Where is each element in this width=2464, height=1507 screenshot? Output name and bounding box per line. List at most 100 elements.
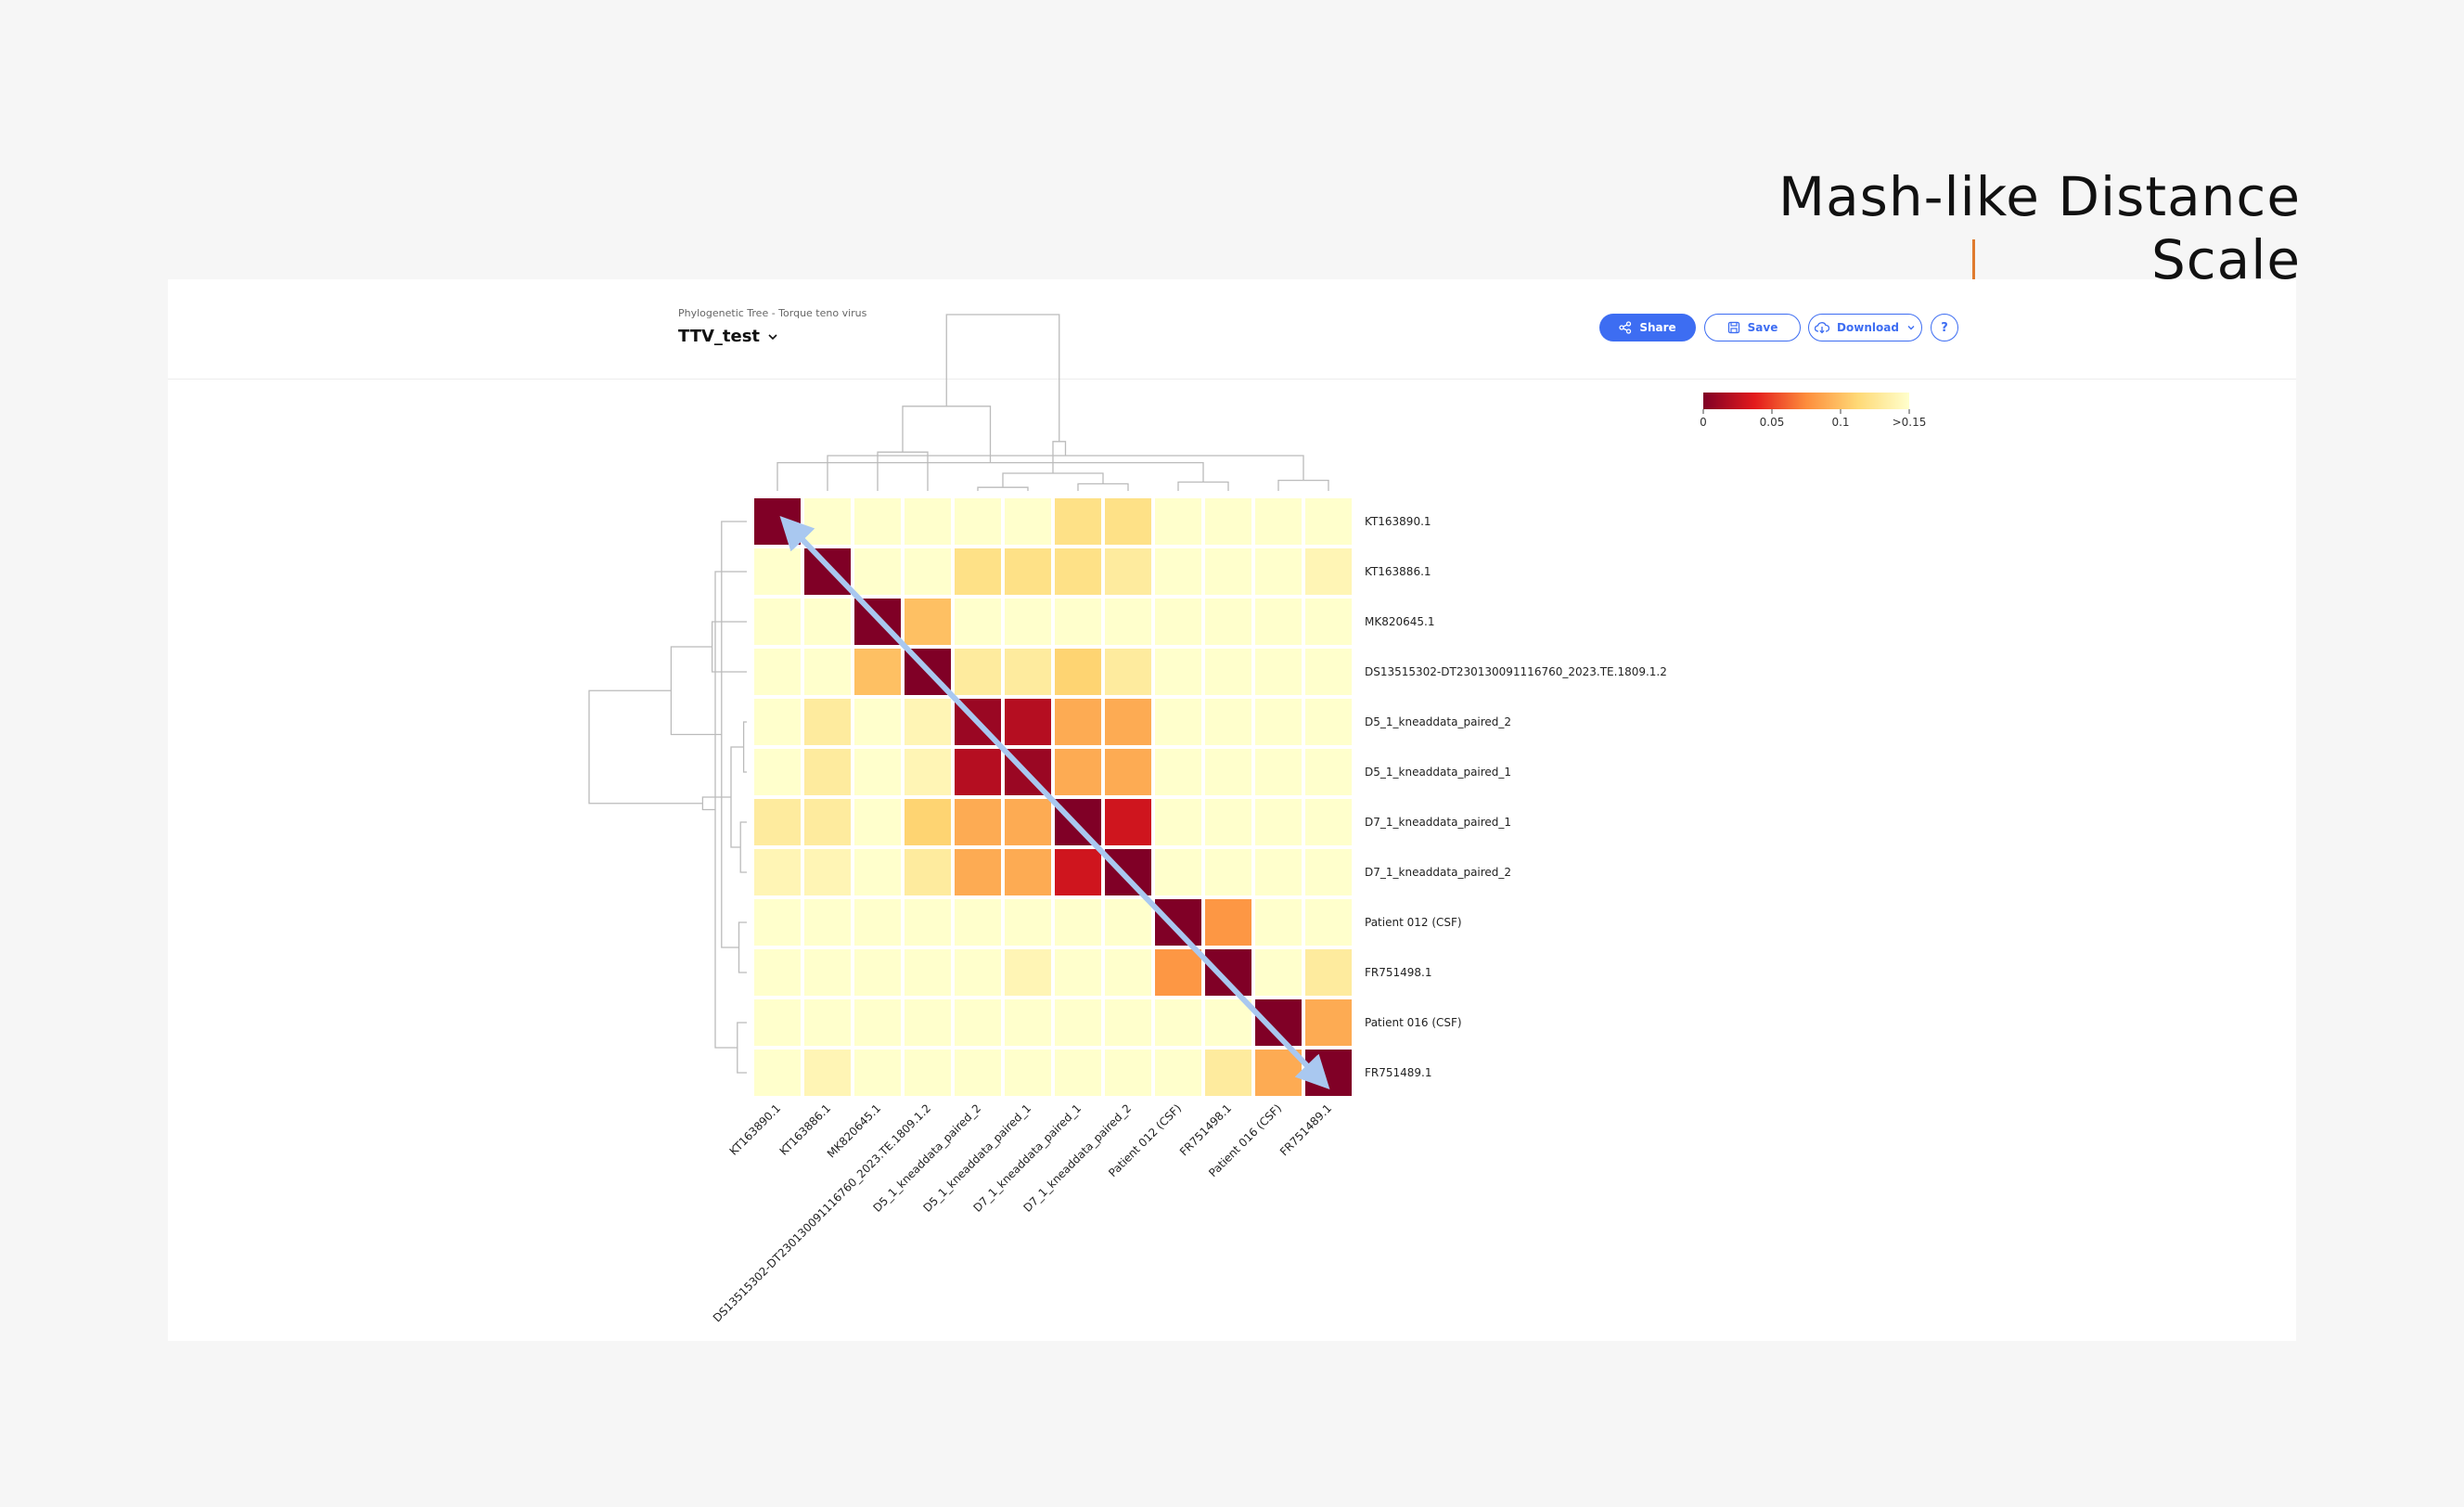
row-label: D7_1_kneaddata_paired_1 [1365, 816, 1511, 829]
heatmap-cell [1005, 799, 1051, 845]
heatmap-cell [1005, 899, 1051, 946]
heatmap-cell [1205, 949, 1251, 996]
heatmap-cell [1155, 599, 1201, 645]
heatmap-cell [1005, 599, 1051, 645]
heatmap-cell [804, 599, 851, 645]
heatmap-cell [1255, 699, 1302, 745]
page-title: TTV_test [678, 327, 761, 346]
heatmap-cell [955, 799, 1001, 845]
main-panel: Phylogenetic Tree - Torque teno virus TT… [168, 279, 2296, 1341]
heatmap-cell [1155, 548, 1201, 595]
heatmap-cell [1055, 749, 1101, 795]
share-button[interactable]: Share [1599, 314, 1696, 341]
column-label: D7_1_kneaddata_paired_1 [970, 1101, 1084, 1215]
heatmap-cell [1205, 849, 1251, 895]
dendrogram-branch [977, 486, 1029, 491]
heatmap-cell [1205, 649, 1251, 695]
scale-tick-label: 0.1 [1831, 416, 1849, 429]
heatmap-cell [905, 999, 951, 1046]
heatmap-cell [754, 799, 801, 845]
heatmap-cell [1205, 599, 1251, 645]
heatmap-cell [955, 999, 1001, 1046]
heatmap-cell [905, 498, 951, 545]
row-label: Patient 016 (CSF) [1365, 1016, 1462, 1029]
heatmap-cell [905, 1050, 951, 1096]
heatmap-cell [854, 1050, 901, 1096]
heatmap-cell [1305, 749, 1352, 795]
heatmap-cell [854, 999, 901, 1046]
dendrogram-branch [1002, 472, 1104, 488]
heatmap-cell [1105, 849, 1151, 895]
heatmap-cell [1005, 949, 1051, 996]
heatmap-cell [1055, 999, 1101, 1046]
heatmap-cell [905, 949, 951, 996]
heatmap-cell [854, 799, 901, 845]
heatmap-cell [804, 548, 851, 595]
heatmap-cell [905, 699, 951, 745]
heatmap-cell [1055, 949, 1101, 996]
color-scale-legend: 0 0.05 0.1 >0.15 [1700, 393, 1926, 429]
dendrogram-branch [742, 721, 747, 773]
heatmap-cell [1155, 849, 1201, 895]
download-button[interactable]: Download [1808, 314, 1922, 341]
annotation-title: Mash-like Distance Scale [1778, 165, 2301, 291]
column-label: D5_1_kneaddata_paired_2 [870, 1101, 983, 1215]
heatmap-cell [1005, 649, 1051, 695]
heatmap-chart: KT163890.1KT163886.1MK820645.1DS13515302… [588, 314, 1926, 1325]
column-dendrogram [776, 314, 1329, 491]
scale-tick-label: 0 [1700, 416, 1707, 429]
heatmap-cell [1205, 799, 1251, 845]
dendrogram-branch [776, 461, 1204, 491]
heatmap-cell [1255, 799, 1302, 845]
heatmap-cell [1155, 699, 1201, 745]
heatmap-cell [1105, 699, 1151, 745]
heatmap-cell [1055, 548, 1101, 595]
heatmap-cell [1255, 498, 1302, 545]
heatmap-cell [1055, 649, 1101, 695]
save-icon [1727, 321, 1739, 334]
dendrogram-branch [1177, 481, 1229, 491]
row-label: D7_1_kneaddata_paired_2 [1365, 866, 1511, 879]
heatmap-cell [1205, 498, 1251, 545]
heatmap-cell [754, 849, 801, 895]
heatmap-cell [1305, 599, 1352, 645]
tree-selector[interactable]: TTV_test [678, 327, 778, 346]
heatmap-cell [1005, 1050, 1051, 1096]
heatmap-cell [854, 498, 901, 545]
heatmap-cell [754, 1050, 801, 1096]
heatmap-cell [754, 899, 801, 946]
save-button[interactable]: Save [1704, 314, 1801, 341]
heatmap-cell [1255, 949, 1302, 996]
heatmap-cell [1205, 999, 1251, 1046]
column-label: D5_1_kneaddata_paired_1 [920, 1101, 1033, 1215]
heatmap-cell [1155, 949, 1201, 996]
column-label: KT163886.1 [777, 1101, 833, 1157]
heatmap-cell [804, 849, 851, 895]
heatmap-cell [1105, 949, 1151, 996]
heatmap-cell [854, 899, 901, 946]
diagonal-arrow [779, 516, 1330, 1089]
dendrogram-branch [721, 521, 747, 948]
row-label: MK820645.1 [1365, 615, 1434, 628]
heatmap-cell [854, 699, 901, 745]
heatmap-cell [804, 799, 851, 845]
heatmap-cell [1305, 849, 1352, 895]
help-button[interactable]: ? [1931, 314, 1958, 341]
heatmap-cell [1055, 849, 1101, 895]
heatmap-cell [955, 548, 1001, 595]
chevron-down-icon [1907, 326, 1915, 330]
dendrogram-branch [1277, 479, 1329, 491]
row-label: KT163890.1 [1365, 515, 1431, 528]
heatmap-cell [1205, 749, 1251, 795]
heatmap-cell [804, 649, 851, 695]
heatmap-cell [804, 999, 851, 1046]
heatmap-cell [1205, 899, 1251, 946]
color-scale-bar [1703, 393, 1909, 409]
dendrogram-branch [711, 621, 747, 673]
heatmap-cell [1055, 699, 1101, 745]
heatmap-cell [854, 548, 901, 595]
heatmap-cell [1155, 498, 1201, 545]
heatmap-cell [754, 949, 801, 996]
heatmap-cell [1005, 548, 1051, 595]
heatmap-cell [804, 498, 851, 545]
